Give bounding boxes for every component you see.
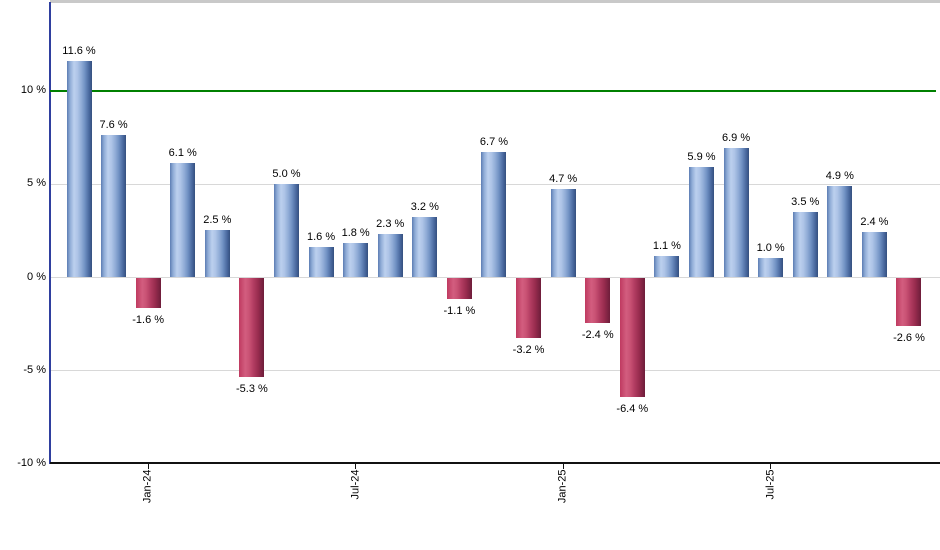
bar-positive	[654, 256, 680, 277]
x-axis-line	[50, 462, 940, 464]
bar-value-label: 1.6 %	[307, 231, 336, 244]
gridline--5pct	[51, 370, 940, 371]
bar-positive	[101, 135, 127, 277]
y-tick-label: -10 %	[17, 457, 46, 469]
bar-positive	[66, 60, 92, 277]
bar-value-label: 2.3 %	[376, 218, 405, 231]
y-tick-label: 0 %	[27, 270, 46, 283]
bar-positive	[550, 189, 576, 277]
x-tick-label: Jul-25	[764, 469, 777, 500]
bar-positive	[273, 183, 299, 277]
bar-positive	[792, 211, 818, 277]
bar-positive	[308, 247, 334, 277]
bar-value-label: 1.1 %	[652, 240, 681, 253]
bar-positive	[343, 243, 369, 277]
bar-value-label: 5.9 %	[687, 150, 716, 163]
bar-value-label: 3.2 %	[410, 201, 439, 214]
bar-positive	[758, 258, 784, 277]
bar-negative	[619, 278, 645, 398]
bar-value-label: -2.4 %	[581, 328, 614, 341]
bar-positive	[688, 166, 714, 277]
x-axis-tick	[770, 463, 772, 469]
reference-line-10pct	[50, 90, 936, 92]
bar-negative	[585, 278, 611, 323]
x-axis-tick	[147, 463, 149, 469]
bar-positive	[481, 152, 507, 277]
y-tick-label: 10 %	[20, 84, 46, 96]
bar-value-label: 1.0 %	[756, 242, 785, 255]
bar-positive	[827, 185, 853, 277]
bar-value-label: 1.8 %	[341, 227, 370, 240]
x-tick-label: Jan-25	[556, 469, 569, 504]
bar-value-label: 2.5 %	[203, 214, 232, 227]
bar-negative	[135, 278, 161, 308]
bar-value-label: -3.2 %	[512, 343, 545, 356]
bar-value-label: 2.4 %	[860, 216, 889, 229]
bar-value-label: -1.1 %	[443, 304, 476, 317]
bar-value-label: 6.1 %	[168, 147, 197, 160]
bar-value-label: 11.6 %	[62, 44, 96, 57]
y-axis-line	[49, 2, 51, 464]
bar-value-label: 5.0 %	[272, 167, 301, 180]
bar-value-label: 3.5 %	[791, 195, 820, 208]
x-tick-label: Jan-24	[141, 469, 154, 504]
x-axis-tick	[355, 463, 357, 469]
bar-value-label: 4.9 %	[825, 169, 854, 182]
bar-positive	[204, 230, 230, 277]
x-axis-tick	[562, 463, 564, 469]
bar-negative	[446, 278, 472, 299]
bar-positive	[412, 217, 438, 277]
plot-top-border	[50, 0, 940, 3]
bar-positive	[170, 163, 196, 277]
bar-negative	[896, 278, 922, 327]
bar-value-label: 6.7 %	[479, 136, 509, 149]
bar-positive	[861, 232, 887, 277]
y-tick-label: -5 %	[23, 363, 46, 376]
bar-negative	[239, 278, 265, 377]
bar-value-label: -5.3 %	[236, 382, 268, 395]
bar-positive	[723, 148, 749, 277]
bar-value-label: -6.4 %	[616, 403, 649, 416]
bar-value-label: 4.7 %	[549, 173, 578, 186]
x-tick-label: Jul-24	[349, 469, 362, 500]
bar-value-label: 6.9 %	[721, 132, 751, 145]
bar-negative	[516, 278, 542, 338]
gridline-0pct	[51, 277, 940, 278]
bar-value-label: -1.6 %	[132, 313, 165, 326]
bar-value-label: 7.6 %	[99, 119, 128, 132]
bar-positive	[377, 234, 403, 277]
bar-value-label: -2.6 %	[893, 332, 925, 345]
y-tick-label: 5 %	[27, 177, 46, 190]
